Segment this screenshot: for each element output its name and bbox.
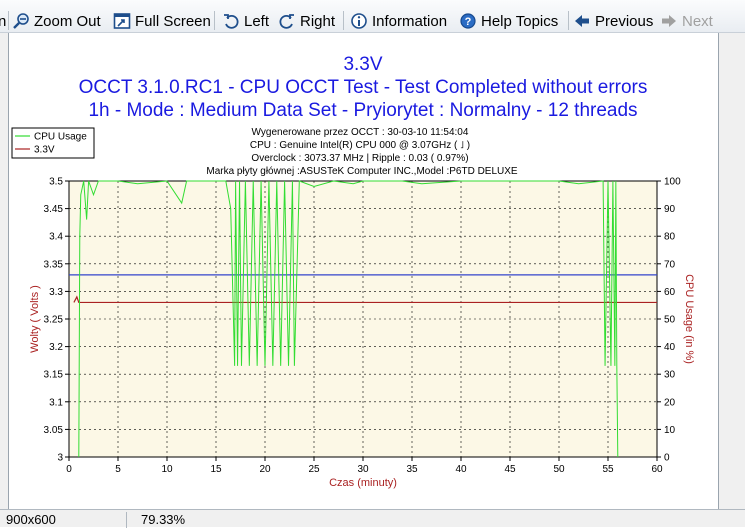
legend-box — [11, 127, 95, 159]
x-tick-label: 5 — [115, 464, 121, 475]
y2-tick-label: 0 — [664, 453, 670, 464]
x-tick-label: 10 — [161, 464, 173, 475]
legend-label-voltage: 3.3V — [34, 145, 55, 156]
viewer-toolbar: n Zoom Out Full Screen Left Right Inform… — [0, 0, 745, 33]
y-tick-label: 3.25 — [44, 315, 64, 326]
x-tick-label: 60 — [651, 464, 663, 475]
y-tick-label: 3.3 — [49, 287, 63, 298]
y2-tick-label: 20 — [664, 397, 676, 408]
next-label: Next — [682, 12, 713, 30]
y-tick-label: 3 — [57, 453, 63, 464]
y2-tick-label: 60 — [664, 287, 676, 298]
legend-label-cpu: CPU Usage — [34, 132, 87, 143]
x-tick-label: 20 — [259, 464, 271, 475]
x-axis-label: Czas (minuty) — [329, 477, 397, 489]
zoom-level: 79.33% — [141, 512, 186, 527]
info-cpu: CPU : Genuine Intel(R) CPU 000 @ 3.07GHz… — [250, 140, 470, 151]
x-tick-label: 15 — [210, 464, 222, 475]
y-tick-label: 3.15 — [44, 370, 64, 381]
arrow-left-icon — [573, 12, 591, 30]
axis-ticks: 0 5 10 15 20 25 30 35 40 45 50 55 60 3 3.05 3.1 3.15 3.2 3… — [44, 177, 682, 476]
information-icon — [350, 12, 368, 30]
zoom-out-label: Zoom Out — [34, 12, 101, 30]
previous-button[interactable]: Previous — [573, 10, 653, 32]
y-axis-label: Wolty ( Volts ) — [29, 285, 41, 353]
y2-tick-label: 10 — [664, 425, 676, 436]
info-overclock: Overclock : 3073.37 MHz | Ripple : 0.03 … — [251, 153, 468, 164]
status-bar: 900x600 79.33% — [0, 509, 745, 528]
chart-subtitle-test: OCCT 3.1.0.RC1 - CPU OCCT Test - Test Co… — [79, 77, 648, 98]
full-screen-label: Full Screen — [135, 12, 211, 30]
toolbar-separator — [214, 11, 215, 30]
rotate-left-label: Left — [244, 12, 270, 30]
zoom-in-label: n — [0, 12, 7, 30]
plot-series — [69, 180, 657, 458]
y-tick-label: 3.35 — [44, 259, 64, 270]
y-tick-label: 3.45 — [44, 204, 64, 215]
y-tick-label: 3.2 — [49, 342, 63, 353]
full-screen-button[interactable]: Full Screen — [113, 10, 211, 32]
next-button[interactable]: Next — [660, 10, 713, 32]
series-line-cpu-usage — [78, 180, 619, 458]
y2-axis-label: CPU Usage (in %) — [683, 274, 695, 364]
x-tick-label: 25 — [308, 464, 320, 475]
zoom-out-icon — [12, 12, 30, 30]
x-tick-label: 40 — [455, 464, 467, 475]
y2-tick-label: 50 — [664, 315, 676, 326]
y-tick-label: 3.5 — [49, 177, 63, 188]
help-topics-label: Help Topics — [481, 12, 559, 30]
svg-text:?: ? — [465, 16, 472, 28]
y2-tick-label: 40 — [664, 342, 676, 353]
x-tick-label: 35 — [406, 464, 418, 475]
previous-label: Previous — [595, 12, 654, 30]
rotate-left-icon — [222, 12, 240, 30]
zoom-out-button[interactable]: Zoom Out — [12, 10, 101, 32]
zoom-in-button[interactable]: n — [0, 10, 6, 32]
viewer-right-margin — [718, 33, 745, 509]
y2-tick-label: 90 — [664, 204, 676, 215]
chart-title: 3.3V — [343, 54, 382, 75]
rotate-left-button[interactable]: Left — [222, 10, 269, 32]
y-tick-label: 3.05 — [44, 425, 64, 436]
y-tick-label: 3.4 — [49, 232, 63, 243]
info-motherboard: Marka płyty głównej :ASUSTeK Computer IN… — [206, 166, 518, 177]
viewer-left-margin — [0, 33, 9, 509]
rotate-right-button[interactable]: Right — [278, 10, 335, 32]
x-tick-label: 30 — [357, 464, 369, 475]
y2-tick-label: 100 — [664, 177, 681, 188]
x-tick-label: 0 — [66, 464, 72, 475]
image-dimensions: 900x600 — [6, 512, 56, 527]
status-separator — [126, 512, 127, 528]
rotate-right-label: Right — [300, 12, 336, 30]
chart-legend: CPU Usage 3.3V — [11, 127, 95, 159]
information-button[interactable]: Information — [350, 10, 447, 32]
help-topics-button[interactable]: ? Help Topics — [459, 10, 558, 32]
information-label: Information — [372, 12, 448, 30]
y2-tick-label: 80 — [664, 232, 676, 243]
info-generated: Wygenerowane przez OCCT : 30-03-10 11:54… — [252, 127, 469, 138]
toolbar-separator — [8, 11, 9, 30]
toolbar-separator — [343, 11, 344, 30]
x-tick-label: 55 — [602, 464, 614, 475]
series-line-3.3v — [73, 295, 657, 304]
chart-subtitle-mode: 1h - Mode : Medium Data Set - Pryiorytet… — [88, 100, 637, 121]
y2-tick-label: 70 — [664, 259, 676, 270]
y-tick-label: 3.1 — [49, 397, 63, 408]
x-tick-label: 50 — [553, 464, 565, 475]
help-topics-icon: ? — [459, 12, 477, 30]
x-tick-label: 45 — [504, 464, 516, 475]
rotate-right-icon — [278, 12, 296, 30]
full-screen-icon — [113, 12, 131, 30]
y2-tick-label: 30 — [664, 370, 676, 381]
toolbar-separator — [568, 11, 569, 30]
plot-grid — [69, 181, 657, 457]
arrow-right-icon — [660, 12, 678, 30]
